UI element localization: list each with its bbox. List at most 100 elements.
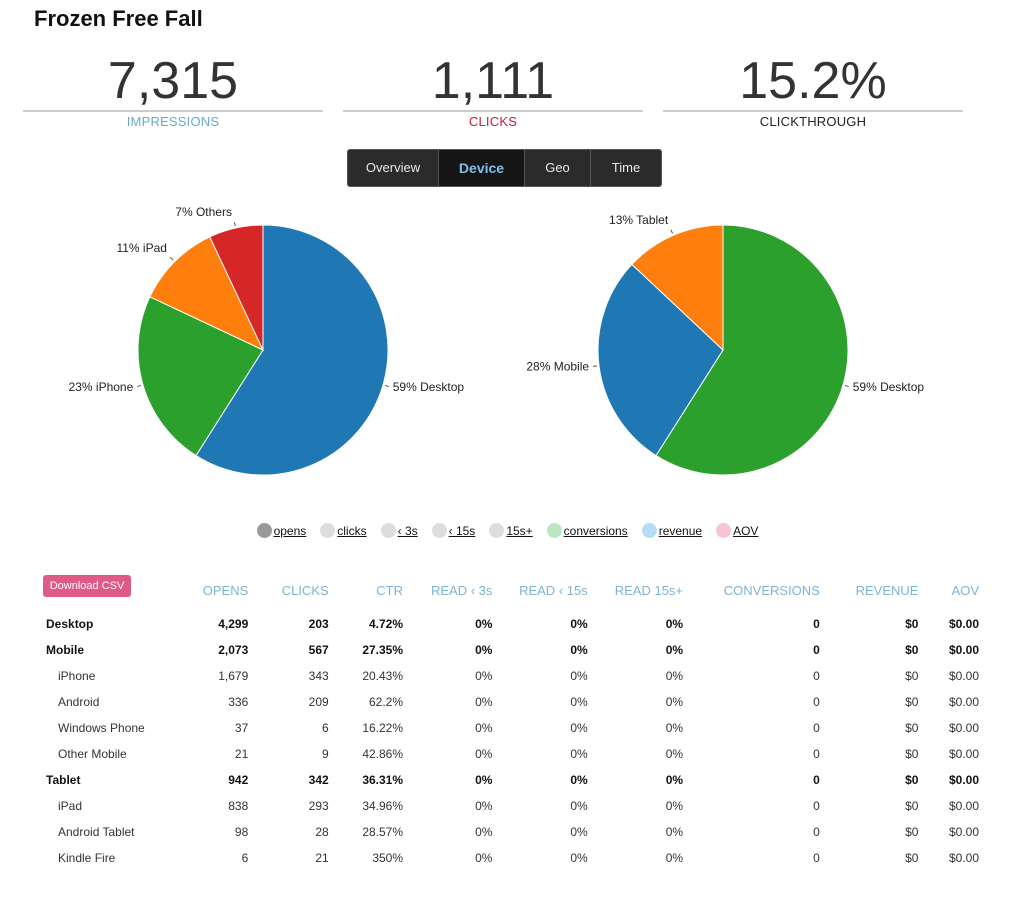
legend-label: clicks [337, 523, 367, 538]
impressions-value: 7,315 [23, 52, 323, 112]
table-cell: 0% [570, 851, 588, 865]
pie-slice-label: 59% Desktop [853, 380, 925, 394]
table-cell: 98 [234, 825, 249, 839]
row-name: iPad [58, 799, 83, 813]
legend-label: revenue [658, 523, 703, 538]
table-cell: $0.00 [948, 643, 979, 657]
column-header[interactable]: AOV [951, 582, 979, 598]
table-row: Other Mobile 21 9 42.86% 0% 0% 0% 0 $0 $0.00 [40, 741, 985, 767]
table-cell: 0% [570, 695, 588, 709]
table-cell: 0 [813, 695, 820, 709]
tab-time[interactable]: Time [611, 160, 641, 175]
legend-item[interactable]: ‹ 3s [380, 523, 418, 538]
column-header[interactable]: CONVERSIONS [723, 582, 820, 598]
table-row: iPad 838 293 34.96% 0% 0% 0% 0 $0 $0.00 [40, 793, 985, 819]
table-cell: $0.00 [948, 851, 979, 865]
column-header[interactable]: READ ‹ 15s [519, 582, 588, 598]
legend-item[interactable]: opens [256, 523, 306, 538]
table-cell: 37 [234, 721, 249, 735]
table-cell: 1,679 [218, 669, 249, 683]
table-cell: $0 [905, 747, 919, 761]
row-name: Android Tablet [58, 825, 135, 839]
legend-dot-icon [716, 523, 732, 538]
impressions-label: IMPRESSIONS [126, 114, 220, 129]
column-header[interactable]: READ 15s+ [614, 582, 684, 598]
table-cell: 0% [475, 773, 493, 787]
pie-slice-label: 13% Tablet [609, 213, 669, 227]
legend-label: ‹ 3s [397, 523, 418, 538]
table-row: Android 336 209 62.2% 0% 0% 0% 0 $0 $0.00 [40, 689, 985, 715]
table-cell: 942 [228, 773, 249, 787]
name-column-header [40, 577, 179, 603]
table-cell: 62.2% [368, 695, 404, 709]
row-name: Tablet [46, 773, 81, 787]
column-header[interactable]: CLICKS [281, 582, 329, 598]
device-table: OPENS CLICKS CTR READ ‹ 3s READ ‹ 15s READ 15… [40, 577, 985, 871]
table-cell: 0% [570, 669, 588, 683]
table-cell: $0.00 [948, 617, 979, 631]
legend-label: 15s+ [506, 523, 533, 538]
column-header[interactable]: REVENUE [855, 582, 919, 598]
column-header[interactable]: OPENS [202, 582, 249, 598]
clicks-stat: 1,111 CLICKS [343, 52, 643, 129]
row-name: Kindle Fire [58, 851, 116, 865]
column-header[interactable]: CTR [376, 582, 404, 598]
table-cell: 0% [665, 747, 684, 761]
table-cell: $0.00 [948, 773, 979, 787]
table-cell: 0% [665, 851, 684, 865]
table-cell: 336 [228, 695, 249, 709]
table-cell: $0.00 [948, 825, 979, 839]
table-cell: $0 [905, 799, 919, 813]
impressions-stat: 7,315 IMPRESSIONS [23, 52, 323, 129]
row-name: Mobile [46, 643, 84, 657]
table-cell: 0% [475, 643, 493, 657]
clicks-value: 1,111 [343, 52, 643, 112]
download-csv-button[interactable]: Download CSV [43, 575, 131, 597]
column-header[interactable]: READ ‹ 3s [431, 582, 493, 598]
legend-dot-icon [641, 523, 657, 538]
table-cell: 2,073 [218, 643, 249, 657]
table-cell: 42.86% [362, 747, 404, 761]
legend-dot-icon [320, 523, 336, 538]
legend-dot-icon [256, 523, 272, 538]
table-cell: 28 [315, 825, 329, 839]
table-cell: 0% [570, 799, 588, 813]
pie-slice [631, 224, 724, 352]
table-cell: $0.00 [948, 695, 979, 709]
table-cell: 343 [308, 669, 329, 683]
table-cell: $0 [905, 851, 919, 865]
table-cell: 0 [813, 747, 820, 761]
table-cell: $0 [905, 825, 919, 839]
clicks-label: CLICKS [468, 114, 518, 129]
table-cell: 0% [475, 721, 493, 735]
tab-overview[interactable]: Overview [348, 150, 439, 186]
pie-slice-label: 11% iPad [116, 241, 166, 255]
table-cell: 4,299 [218, 617, 249, 631]
table-cell: 0% [665, 669, 684, 683]
table-cell: 0 [813, 721, 820, 735]
table-cell: 0% [570, 617, 588, 631]
legend-item[interactable]: 15s+ [489, 523, 533, 538]
legend-item[interactable]: ‹ 15s [431, 523, 475, 538]
table-cell: 9 [321, 747, 329, 761]
table-cell: 0% [475, 851, 493, 865]
table-cell: 0% [475, 747, 493, 761]
legend-item[interactable]: AOV [716, 523, 758, 538]
row-name: Other Mobile [58, 747, 127, 761]
pie-label-tick [670, 229, 674, 234]
table-cell: 0 [813, 799, 820, 813]
tab-geo[interactable]: Geo [525, 150, 591, 186]
table-cell: 20.43% [362, 669, 404, 683]
table-cell: 0% [475, 825, 493, 839]
legend-item[interactable]: revenue [641, 523, 703, 538]
pie-label-tick [592, 365, 598, 367]
pie-label-tick [170, 257, 174, 261]
table-cell: 0% [665, 643, 684, 657]
legend-item[interactable]: clicks [320, 523, 367, 538]
pie-slice [137, 296, 264, 457]
legend-item[interactable]: conversions [546, 523, 628, 538]
table-cell: 293 [308, 799, 329, 813]
table-cell: 209 [308, 695, 329, 709]
tab-device[interactable]: Device [439, 150, 525, 186]
pie-label-tick [233, 222, 236, 227]
